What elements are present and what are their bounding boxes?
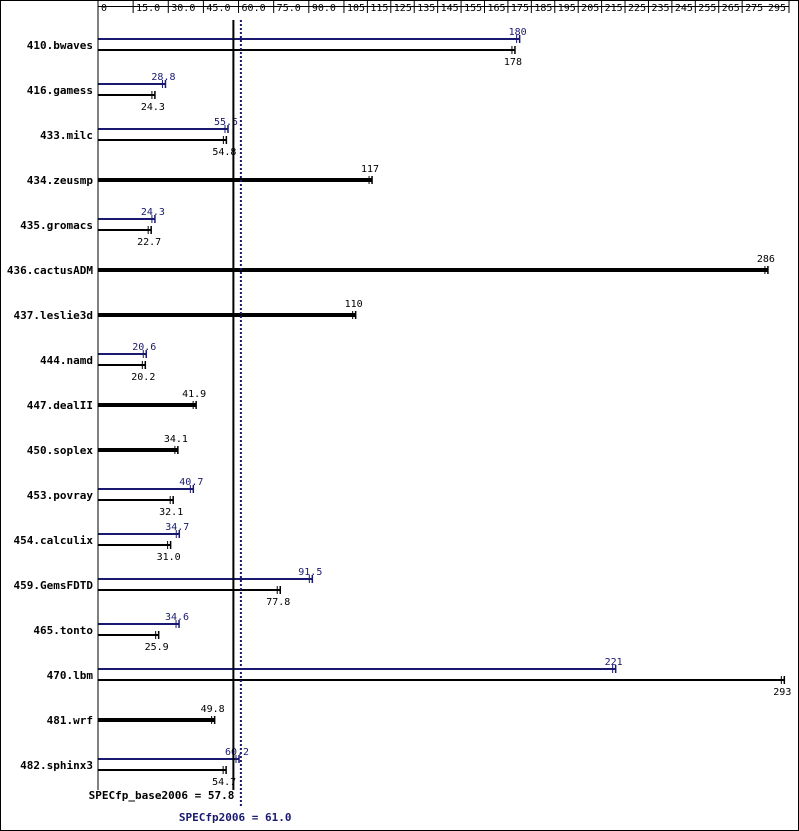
x-tick-label: 145: [441, 3, 459, 14]
base-value-label: 77.8: [266, 597, 290, 608]
base-value-label: 49.8: [201, 704, 225, 715]
x-tick-label: 205: [581, 3, 599, 14]
base-value-label: 41.9: [182, 389, 206, 400]
base-value-label: 31.0: [157, 552, 181, 563]
x-tick-label: 45.0: [206, 3, 230, 14]
x-tick-label: 30.0: [171, 3, 195, 14]
base-summary-label: SPECfp_base2006 = 57.8: [89, 789, 235, 802]
peak-value-label: 91.5: [298, 567, 322, 578]
x-tick-label: 295: [768, 3, 786, 14]
base-value-label: 110: [345, 299, 363, 310]
base-value-label: 24.3: [141, 102, 165, 113]
x-tick-label: 155: [464, 3, 482, 14]
x-tick-label: 195: [558, 3, 576, 14]
benchmark-label: 459.GemsFDTD: [14, 579, 94, 592]
peak-value-label: 55.5: [214, 117, 238, 128]
peak-value-label: 221: [605, 657, 623, 668]
peak-value-label: 28.8: [151, 72, 175, 83]
benchmark-label: 433.milc: [40, 129, 93, 142]
peak-value-label: 20.6: [132, 342, 156, 353]
base-value-label: 25.9: [145, 642, 169, 653]
x-tick-label: 125: [394, 3, 412, 14]
benchmark-label: 435.gromacs: [20, 219, 93, 232]
x-tick-label: 215: [605, 3, 623, 14]
peak-value-label: 34.6: [165, 612, 189, 623]
benchmark-label: 453.povray: [27, 489, 94, 502]
base-value-label: 54.8: [212, 147, 236, 158]
x-tick-label: 265: [722, 3, 740, 14]
benchmark-label: 436.cactusADM: [7, 264, 93, 277]
benchmark-label: 465.tonto: [33, 624, 93, 637]
peak-summary-label: SPECfp2006 = 61.0: [179, 811, 292, 824]
x-tick-label: 90.0: [312, 3, 336, 14]
benchmark-label: 434.zeusmp: [27, 174, 94, 187]
x-tick-label: 75.0: [277, 3, 301, 14]
benchmark-bars: 410.bwaves 180 178 416.gamess 28.8 24.3 433.mi…: [7, 13, 791, 790]
peak-value-label: 180: [509, 27, 527, 38]
base-value-label: 32.1: [159, 507, 183, 518]
peak-value-label: 34.7: [165, 522, 189, 533]
base-value-label: 178: [504, 57, 522, 68]
peak-value-label: 60.2: [225, 747, 249, 758]
x-tick-label: 0: [101, 3, 107, 14]
x-tick-label: 255: [698, 3, 716, 14]
x-tick-label: 165: [487, 3, 505, 14]
x-tick-label: 225: [628, 3, 646, 14]
x-tick-label: 135: [417, 3, 435, 14]
benchmark-label: 450.soplex: [27, 444, 94, 457]
x-tick-label: 245: [675, 3, 693, 14]
x-tick-label: 105: [347, 3, 365, 14]
x-tick-label: 15.0: [136, 3, 160, 14]
benchmark-label: 447.dealII: [27, 399, 93, 412]
reference-lines: SPECfp_base2006 = 57.8 SPECfp2006 = 61.0: [89, 20, 292, 824]
base-value-label: 20.2: [131, 372, 155, 383]
x-tick-label: 275: [745, 3, 763, 14]
benchmark-label: 410.bwaves: [27, 39, 93, 52]
benchmark-label: 416.gamess: [27, 84, 93, 97]
x-tick-label: 60.0: [242, 3, 266, 14]
base-value-label: 22.7: [137, 237, 161, 248]
base-value-label: 117: [361, 164, 379, 175]
benchmark-label: 454.calculix: [14, 534, 94, 547]
benchmark-label: 444.namd: [40, 354, 93, 367]
x-tick-label: 235: [651, 3, 669, 14]
benchmark-label: 481.wrf: [47, 714, 93, 727]
base-value-label: 54.7: [212, 777, 236, 788]
x-tick-label: 175: [511, 3, 529, 14]
base-value-label: 34.1: [164, 434, 188, 445]
x-tick-label: 185: [534, 3, 552, 14]
base-value-label: 293: [773, 687, 791, 698]
benchmark-label: 470.lbm: [47, 669, 94, 682]
peak-value-label: 24.3: [141, 207, 165, 218]
x-tick-label: 115: [370, 3, 388, 14]
peak-value-label: 40.7: [179, 477, 203, 488]
benchmark-label: 482.sphinx3: [20, 759, 93, 772]
base-value-label: 286: [757, 254, 775, 265]
x-axis: 0 15.0 30.0 45.0 60.0 75.0 90.0 105 115 125 135 145…: [97, 0, 790, 14]
benchmark-label: 437.leslie3d: [14, 309, 93, 322]
